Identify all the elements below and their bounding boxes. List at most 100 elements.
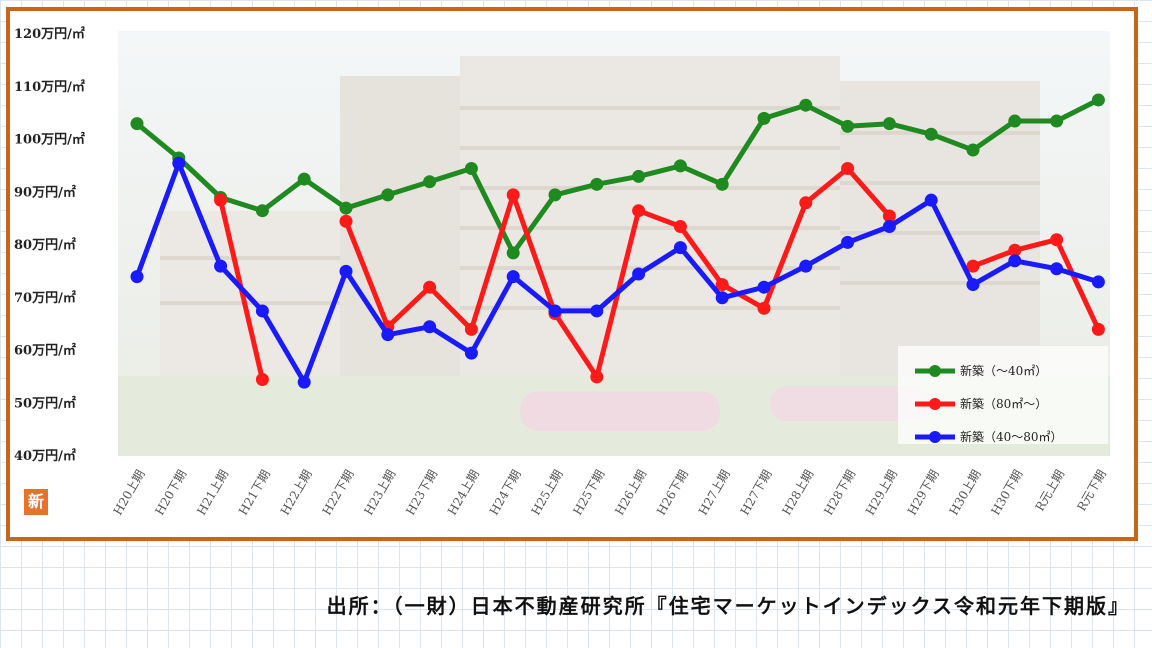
data-point: [464, 346, 478, 360]
y-tick-label: 50万円/㎡: [14, 395, 76, 411]
x-tick-label: H27下期: [738, 468, 775, 518]
data-point: [255, 204, 269, 218]
legend-marker: [929, 431, 941, 443]
data-point: [715, 177, 729, 191]
x-tick-label: H26下期: [654, 468, 691, 518]
data-point: [924, 193, 938, 207]
data-point: [715, 278, 729, 292]
legend-marker: [929, 398, 941, 410]
data-point: [423, 320, 437, 334]
data-point: [757, 111, 771, 125]
legend-label: 新築（40～80㎡）: [960, 429, 1063, 444]
y-axis-ticks: 120万円/㎡ 110万円/㎡ 100万円/㎡ 90万円/㎡ 80万円/㎡ 70万円/㎡ 6…: [14, 26, 85, 464]
data-point: [590, 177, 604, 191]
legend-label: 新築（80㎡～）: [960, 396, 1047, 411]
data-point: [339, 214, 353, 228]
data-point: [590, 370, 604, 384]
data-point: [339, 264, 353, 278]
series-2: [130, 156, 1105, 389]
data-point: [799, 98, 813, 112]
x-axis-ticks: H20上期 H20下期 H21上期 H21下期 H22上期 H22下期 H23上期 H23下期…: [111, 468, 1109, 518]
series-line: [134, 97, 1101, 256]
x-tick-label: R元下期: [1074, 468, 1109, 514]
x-tick-label: H28下期: [821, 468, 858, 518]
x-tick-label: H23上期: [361, 468, 398, 518]
data-point: [799, 196, 813, 210]
data-point: [1050, 114, 1064, 128]
y-tick-label: 110万円/㎡: [14, 79, 85, 95]
data-point: [214, 259, 228, 273]
x-tick-label: H24上期: [445, 468, 482, 518]
data-point: [297, 172, 311, 186]
data-point: [632, 204, 646, 218]
data-point: [339, 201, 353, 215]
y-tick-label: 120万円/㎡: [14, 26, 85, 42]
data-point: [381, 328, 395, 342]
new-badge-icon: 新: [24, 489, 48, 515]
x-tick-label: H24下期: [487, 468, 524, 518]
data-point: [130, 270, 144, 284]
x-tick-label: H23下期: [403, 468, 440, 518]
legend-box: [898, 346, 1108, 444]
x-tick-label: R元上期: [1033, 468, 1068, 514]
data-point: [130, 117, 144, 131]
data-point: [966, 259, 980, 273]
data-point: [882, 117, 896, 131]
data-point: [1008, 114, 1022, 128]
legend-label: 新築（～40㎡）: [960, 363, 1047, 378]
x-tick-label: H22上期: [278, 468, 315, 518]
data-point: [715, 291, 729, 305]
x-tick-label: H20下期: [152, 468, 189, 518]
data-point: [882, 220, 896, 234]
data-point: [214, 193, 228, 207]
x-tick-label: H30上期: [947, 468, 984, 518]
x-tick-label: H21下期: [236, 468, 273, 518]
source-caption: 出所：（一財）日本不動産研究所『住宅マーケットインデックス令和元年下期版』: [326, 594, 1130, 618]
data-point: [297, 375, 311, 389]
x-tick-label: H30下期: [988, 468, 1025, 518]
series-line: [970, 237, 1101, 332]
data-point: [673, 241, 687, 255]
x-tick-label: H25上期: [529, 468, 566, 518]
data-point: [464, 322, 478, 336]
data-point: [966, 278, 980, 292]
data-point: [1091, 275, 1105, 289]
data-point: [673, 220, 687, 234]
y-tick-label: 40万円/㎡: [14, 448, 76, 464]
y-tick-label: 100万円/㎡: [14, 132, 85, 148]
x-tick-label: H28上期: [779, 468, 816, 518]
chart-frame: 120万円/㎡ 110万円/㎡ 100万円/㎡ 90万円/㎡ 80万円/㎡ 70万円/㎡ 6…: [6, 7, 1138, 541]
data-point: [882, 209, 896, 223]
series-layer: [130, 93, 1105, 389]
y-tick-label: 60万円/㎡: [14, 343, 76, 359]
x-tick-label: H29上期: [863, 468, 900, 518]
data-point: [506, 188, 520, 202]
data-point: [924, 127, 938, 141]
data-point: [1008, 243, 1022, 257]
data-point: [1091, 322, 1105, 336]
data-point: [172, 156, 186, 170]
data-point: [841, 162, 855, 176]
price-line-chart: 120万円/㎡ 110万円/㎡ 100万円/㎡ 90万円/㎡ 80万円/㎡ 70万円/㎡ 6…: [14, 26, 1110, 518]
data-point: [673, 159, 687, 173]
data-point: [632, 169, 646, 183]
y-tick-label: 70万円/㎡: [14, 290, 76, 306]
y-tick-label: 80万円/㎡: [14, 237, 76, 253]
x-tick-label: H27上期: [696, 468, 733, 518]
data-point: [506, 270, 520, 284]
data-point: [632, 267, 646, 281]
x-tick-label: H25下期: [570, 468, 607, 518]
data-point: [423, 175, 437, 189]
data-point: [757, 301, 771, 315]
data-point: [841, 119, 855, 133]
data-point: [1008, 254, 1022, 268]
data-point: [966, 143, 980, 157]
legend: 新築（～40㎡） 新築（80㎡～） 新築（40～80㎡）: [898, 346, 1108, 444]
y-tick-label: 90万円/㎡: [14, 184, 76, 200]
series-0: [130, 93, 1105, 260]
x-tick-label: H29下期: [905, 468, 942, 518]
legend-marker: [929, 365, 941, 377]
data-point: [506, 246, 520, 260]
data-point: [799, 259, 813, 273]
data-point: [1050, 262, 1064, 276]
